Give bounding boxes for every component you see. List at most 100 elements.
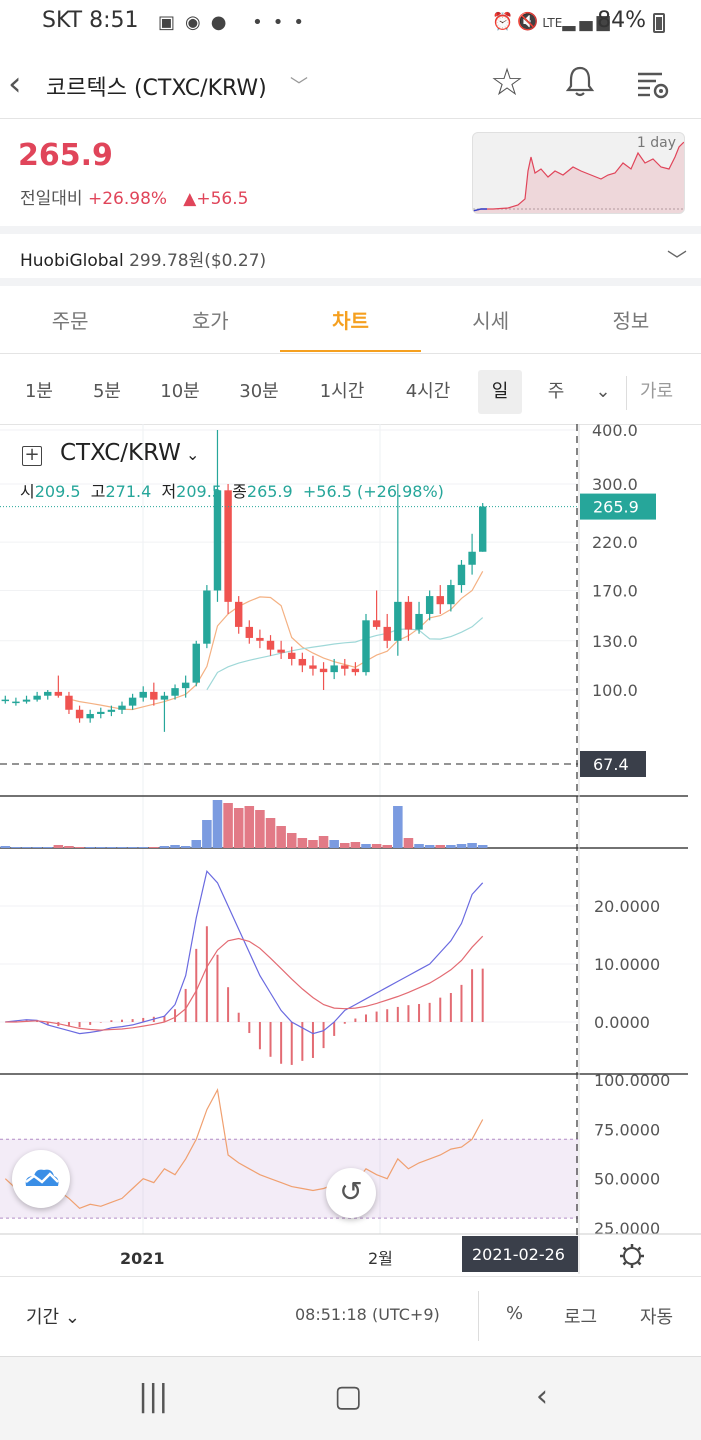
period-1hour[interactable]: 1시간 bbox=[319, 381, 365, 402]
tab-order[interactable]: 주문 bbox=[51, 309, 89, 333]
period-1min[interactable]: 1분 bbox=[24, 381, 53, 402]
candle-body bbox=[298, 658, 307, 666]
candle-body bbox=[75, 709, 84, 719]
macd-axis-tick: 0.0000 bbox=[594, 1013, 650, 1032]
divider bbox=[0, 118, 701, 119]
candle-body bbox=[97, 711, 105, 714]
volume-bar bbox=[350, 842, 361, 848]
home-icon[interactable]: ▢ bbox=[334, 1379, 363, 1414]
bell-icon[interactable] bbox=[565, 64, 595, 98]
percent-scale-button[interactable]: % bbox=[506, 1303, 524, 1324]
mini-chart[interactable]: 1 day bbox=[472, 132, 685, 214]
candle-body bbox=[128, 697, 137, 706]
exchange-row[interactable]: HuobiGlobal 299.78원($0.27) bbox=[20, 246, 266, 271]
auto-scale-button[interactable]: 자동 bbox=[640, 1307, 674, 1328]
rsi-band bbox=[0, 1139, 578, 1219]
tab-orderbook[interactable]: 호가 bbox=[191, 309, 229, 333]
candle-body bbox=[245, 626, 254, 638]
network-label: LTE bbox=[542, 16, 563, 30]
range-selector-label: 기간 bbox=[26, 1307, 60, 1328]
candle-body bbox=[192, 643, 200, 683]
app-bar: ‹ 코르텍스 (CTXC/KRW) ﹀ ☆ bbox=[0, 50, 701, 116]
volume-bar bbox=[202, 820, 212, 848]
price-change: 전일대비 +26.98% ▲+56.5 bbox=[20, 184, 248, 209]
macd-axis-tick: 20.0000 bbox=[594, 897, 660, 916]
macd-line bbox=[5, 869, 484, 1035]
candle-body bbox=[139, 691, 147, 698]
status-bar: SKT 8:51 ▣◉● ••• ⏰🔇LTE▂▄▆ 84% bbox=[0, 0, 701, 44]
landscape-button[interactable]: 가로 bbox=[640, 381, 674, 402]
candle-body bbox=[404, 601, 413, 630]
settings-gear-ring bbox=[623, 1247, 641, 1265]
settings-gear-icon[interactable] bbox=[620, 1244, 644, 1268]
recent-apps-icon[interactable]: ||| bbox=[138, 1379, 169, 1414]
candle-body bbox=[150, 691, 158, 700]
candle-body bbox=[234, 601, 243, 627]
price-axis-tick: 220.0 bbox=[592, 533, 638, 552]
toolbar-separator bbox=[478, 1291, 479, 1341]
chart-symbol[interactable]: CTXC/KRW ⌄ bbox=[60, 440, 199, 466]
candle-body bbox=[44, 691, 52, 696]
volume-bar bbox=[64, 846, 74, 848]
tab-market[interactable]: 시세 bbox=[472, 309, 510, 333]
settings-gear-tooth bbox=[622, 1261, 627, 1266]
range-selector[interactable]: 기간 ⌄ bbox=[26, 1307, 80, 1328]
period-day[interactable]: 일 bbox=[478, 370, 522, 414]
back-nav-icon[interactable]: ‹ bbox=[536, 1379, 548, 1414]
divider bbox=[0, 278, 701, 286]
chevron-down-icon[interactable]: ⌄ bbox=[595, 381, 611, 402]
chevron-down-icon[interactable]: ﹀ bbox=[290, 76, 308, 97]
candle-body bbox=[425, 596, 434, 614]
log-scale-button[interactable]: 로그 bbox=[564, 1307, 598, 1328]
high-label: 고 bbox=[90, 482, 106, 501]
settings-gear-tooth bbox=[637, 1261, 642, 1266]
period-4hour[interactable]: 4시간 bbox=[405, 381, 451, 402]
cloud-chart-icon bbox=[25, 1169, 59, 1186]
period-30min[interactable]: 30분 bbox=[239, 381, 279, 402]
candle-body bbox=[22, 699, 31, 702]
main-tabs: 주문 호가 차트 시세 정보 bbox=[0, 290, 701, 352]
period-10min[interactable]: 10분 bbox=[160, 381, 200, 402]
tab-info[interactable]: 정보 bbox=[612, 309, 650, 333]
candle-body bbox=[12, 701, 20, 704]
settings-list-icon[interactable] bbox=[636, 70, 670, 100]
volume-bar bbox=[127, 847, 138, 848]
low-marker-tag bbox=[580, 751, 646, 777]
reset-chart-icon[interactable]: ↺ bbox=[326, 1168, 376, 1218]
battery-percent: 84% bbox=[597, 8, 646, 33]
cursor-date-label: 2021-02-26 bbox=[472, 1245, 565, 1264]
clock-time: 08:51:18 (UTC+9) bbox=[295, 1305, 440, 1324]
notification-icons: ▣◉● ••• bbox=[158, 12, 314, 33]
page-title[interactable]: 코르텍스 (CTXC/KRW) bbox=[46, 76, 267, 101]
candle-body bbox=[277, 649, 285, 653]
volume-bar bbox=[53, 845, 64, 848]
system-icons: ⏰🔇LTE▂▄▆ bbox=[492, 12, 614, 32]
candle-body bbox=[181, 682, 190, 689]
volume-bar bbox=[308, 840, 318, 848]
volume-bar bbox=[11, 847, 21, 848]
candle-body bbox=[107, 709, 116, 712]
volume-bar bbox=[191, 840, 202, 848]
period-week[interactable]: 주 bbox=[547, 381, 565, 402]
volume-bar bbox=[42, 847, 53, 848]
price-chart[interactable]: 400.0 300.0 220.0 170.0 130.0 100.0 265.9 67.4 2… bbox=[0, 424, 701, 1274]
candle-body bbox=[436, 596, 444, 605]
time-axis-label: 2월 bbox=[368, 1249, 393, 1268]
chart-symbol-label: CTXC/KRW bbox=[60, 440, 181, 466]
close-label: 종 bbox=[232, 482, 247, 501]
candle-body bbox=[65, 695, 73, 710]
volume-bar bbox=[403, 838, 414, 848]
volume-bar bbox=[393, 806, 403, 848]
star-icon[interactable]: ☆ bbox=[490, 60, 525, 104]
chart-type-button[interactable] bbox=[12, 1150, 70, 1208]
chevron-down-icon[interactable]: ﹀ bbox=[667, 248, 687, 272]
expand-legend-icon[interactable]: + bbox=[22, 446, 42, 466]
volume-bar bbox=[212, 800, 223, 848]
period-5min[interactable]: 5분 bbox=[92, 381, 121, 402]
settings-gear-tooth bbox=[637, 1246, 642, 1251]
price-axis-tick: 100.0 bbox=[592, 681, 638, 700]
back-icon[interactable]: ‹ bbox=[8, 64, 22, 104]
candle-body bbox=[309, 665, 317, 669]
candle-body bbox=[457, 564, 466, 586]
tab-chart[interactable]: 차트 bbox=[280, 290, 421, 352]
